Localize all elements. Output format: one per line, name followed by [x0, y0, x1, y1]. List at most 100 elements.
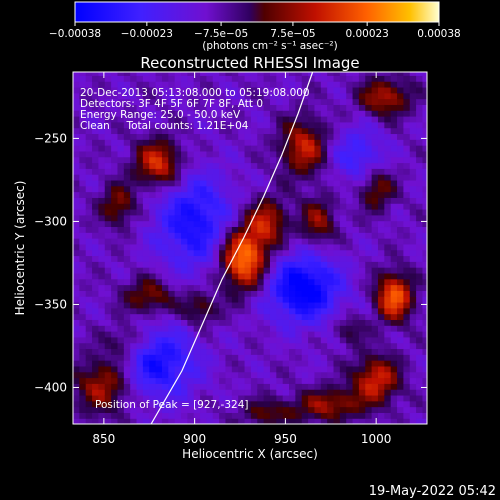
- heatmap-cell: [250, 185, 258, 193]
- heatmap-cell: [73, 191, 80, 198]
- heatmap-cell: [416, 75, 424, 82]
- heatmap-cell: [111, 75, 119, 82]
- heatmap-cell: [155, 81, 163, 88]
- heatmap-cell: [244, 139, 252, 146]
- heatmap-cell: [416, 325, 424, 332]
- heatmap-cell: [320, 301, 328, 309]
- heatmap-cell: [301, 226, 309, 233]
- heatmap-cell: [200, 104, 208, 111]
- heatmap-cell: [365, 331, 373, 338]
- heatmap-cell: [73, 348, 80, 355]
- heatmap-cell: [117, 174, 125, 181]
- heatmap-cell: [244, 394, 252, 402]
- heatmap-cell: [92, 278, 100, 286]
- heatmap-cell: [130, 156, 138, 164]
- heatmap-cell: [200, 360, 208, 367]
- heatmap-cell: [161, 371, 169, 379]
- heatmap-cell: [225, 139, 233, 146]
- heatmap-cell: [371, 139, 379, 146]
- heatmap-cell: [409, 92, 417, 100]
- heatmap-cell: [263, 150, 271, 158]
- heatmap-cell: [276, 301, 284, 309]
- heatmap-cell: [269, 98, 277, 105]
- heatmap-cell: [397, 226, 404, 233]
- heatmap-cell: [320, 139, 328, 146]
- heatmap-cell: [339, 319, 347, 326]
- heatmap-cell: [155, 220, 163, 228]
- heatmap-cell: [73, 116, 80, 123]
- heatmap-cell: [104, 127, 112, 135]
- heatmap-cell: [333, 75, 341, 82]
- heatmap-cell: [200, 331, 208, 338]
- heatmap-cell: [130, 336, 138, 344]
- heatmap-cell: [104, 371, 112, 379]
- heatmap-cell: [257, 139, 265, 146]
- heatmap-cell: [346, 92, 354, 100]
- heatmap-cell: [225, 168, 233, 175]
- heatmap-cell: [98, 197, 106, 204]
- heatmap-cell: [282, 383, 290, 390]
- heatmap-cell: [289, 313, 296, 320]
- heatmap-cell: [308, 104, 316, 111]
- heatmap-cell: [161, 226, 169, 233]
- heatmap-cell: [161, 174, 169, 181]
- heatmap-cell: [104, 272, 112, 280]
- heatmap-cell: [320, 284, 328, 291]
- heatmap-cell: [308, 342, 316, 350]
- heatmap-cell: [92, 133, 100, 140]
- heatmap-cell: [409, 383, 417, 390]
- heatmap-cell: [212, 139, 220, 146]
- heatmap-cell: [181, 348, 188, 355]
- heatmap-cell: [320, 336, 328, 344]
- heatmap-cell: [333, 86, 341, 94]
- heatmap-cell: [155, 296, 163, 303]
- heatmap-cell: [289, 179, 296, 187]
- heatmap-cell: [276, 208, 284, 216]
- heatmap-cell: [161, 249, 169, 257]
- heatmap-cell: [117, 313, 125, 320]
- heatmap-cell: [219, 179, 227, 187]
- heatmap-cell: [269, 220, 277, 228]
- heatmap-cell: [174, 296, 182, 303]
- heatmap-cell: [168, 121, 176, 129]
- heatmap-cell: [257, 208, 265, 216]
- heatmap-cell: [269, 156, 277, 164]
- heatmap-cell: [422, 72, 427, 76]
- heatmap-cell: [206, 174, 214, 181]
- heatmap-cell: [289, 75, 296, 82]
- heatmap-cell: [168, 168, 176, 175]
- heatmap-cell: [212, 365, 220, 373]
- heatmap-cell: [416, 156, 424, 164]
- heatmap-cell: [181, 104, 188, 111]
- heatmap-cell: [422, 243, 427, 251]
- heatmap-cell: [346, 72, 354, 76]
- heatmap-cell: [79, 208, 87, 216]
- heatmap-cell: [422, 214, 427, 222]
- heatmap-cell: [333, 220, 341, 228]
- heatmap-cell: [327, 377, 335, 384]
- heatmap-cell: [155, 214, 163, 222]
- heatmap-cell: [358, 342, 366, 350]
- heatmap-cell: [155, 174, 163, 181]
- heatmap-cell: [371, 383, 379, 390]
- heatmap-cell: [295, 98, 303, 105]
- heatmap-cell: [85, 406, 93, 413]
- heatmap-cell: [79, 121, 87, 129]
- heatmap-cell: [92, 150, 100, 158]
- heatmap-cell: [244, 354, 252, 361]
- heatmap-cell: [295, 278, 303, 286]
- heatmap-cell: [193, 319, 201, 326]
- heatmap-cell: [314, 127, 322, 135]
- heatmap-cell: [206, 325, 214, 332]
- heatmap-cell: [295, 121, 303, 129]
- heatmap-cell: [104, 121, 112, 129]
- heatmap-cell: [111, 261, 119, 268]
- axis-ticks: 850 900 950 1000−250−300−350−400: [34, 72, 427, 446]
- heatmap-cell: [104, 116, 112, 123]
- heatmap-cell: [276, 383, 284, 390]
- heatmap-cell: [174, 278, 182, 286]
- heatmap-cell: [365, 127, 373, 135]
- heatmap-cell: [250, 301, 258, 309]
- heatmap-cell: [206, 354, 214, 361]
- heatmap-cell: [403, 179, 411, 187]
